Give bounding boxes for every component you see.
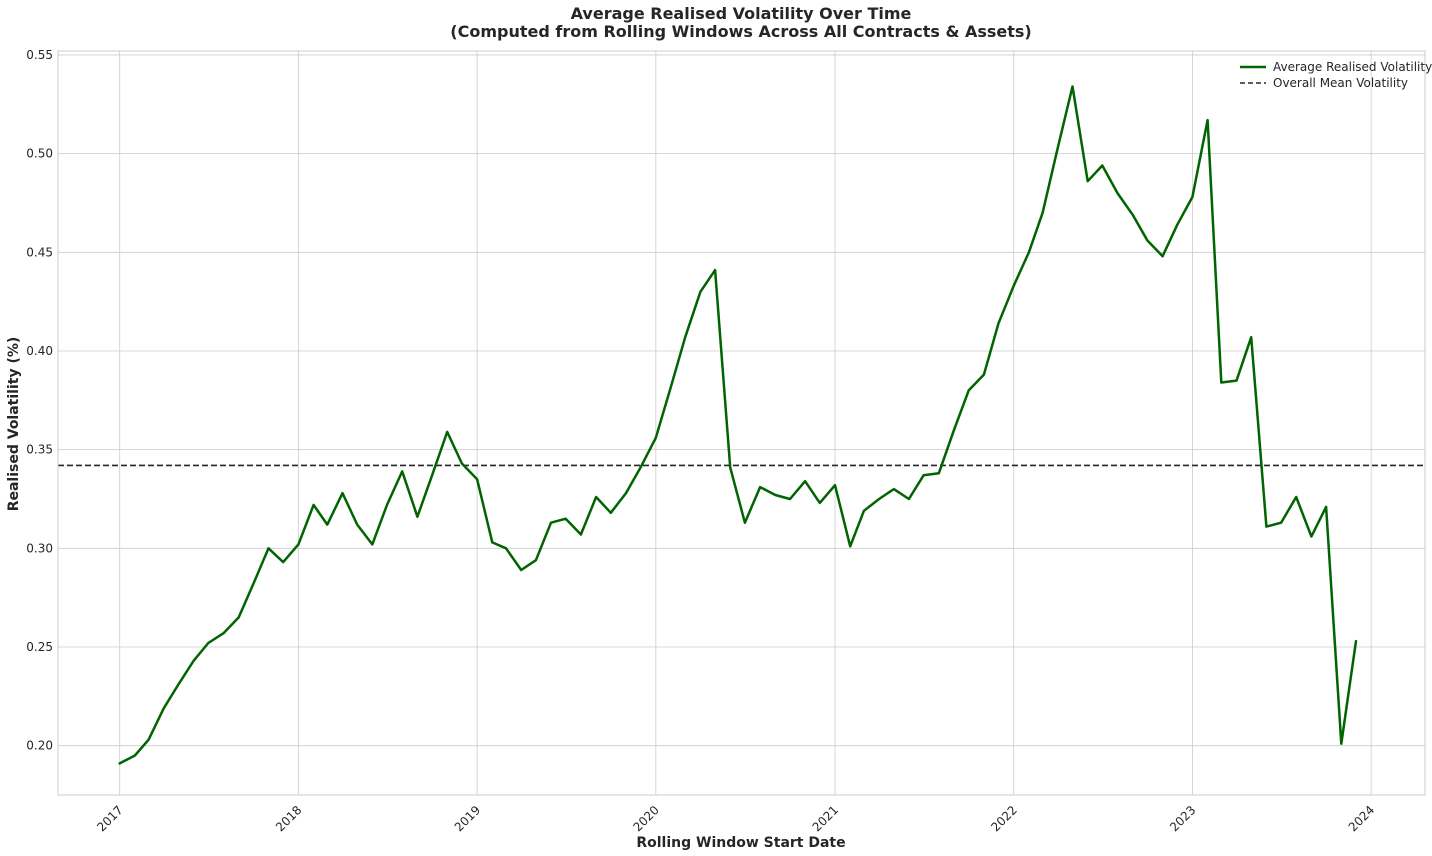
series-line-layer bbox=[118, 85, 1358, 765]
x-tick-label: 2021 bbox=[810, 803, 841, 834]
y-tick-label: 0.45 bbox=[26, 245, 53, 259]
legend: Average Realised Volatility Overall Mean… bbox=[1240, 60, 1432, 90]
grid-lines bbox=[58, 51, 1425, 795]
x-tick-label: 2019 bbox=[452, 803, 483, 834]
y-tick-label: 0.55 bbox=[26, 48, 53, 62]
x-tick-label: 2018 bbox=[273, 803, 304, 834]
x-tick-label: 2022 bbox=[988, 803, 1019, 834]
average-volatility-line bbox=[118, 85, 1358, 765]
x-tick-label: 2024 bbox=[1346, 803, 1377, 834]
x-tick-label: 2017 bbox=[94, 803, 125, 834]
x-tick-label: 2020 bbox=[630, 803, 661, 834]
legend-label-mean: Overall Mean Volatility bbox=[1273, 76, 1408, 90]
x-axis-label: Rolling Window Start Date bbox=[636, 835, 845, 851]
chart-subtitle: (Computed from Rolling Windows Across Al… bbox=[450, 22, 1031, 41]
y-tick-label: 0.25 bbox=[26, 640, 53, 654]
x-axis-ticks: 2017 2018 2019 2020 2021 2022 2023 2024 bbox=[94, 803, 1377, 834]
y-axis-ticks: 0.20 0.25 0.30 0.35 0.40 0.45 0.50 0.55 bbox=[26, 48, 53, 753]
y-tick-label: 0.30 bbox=[26, 541, 53, 555]
legend-label-series: Average Realised Volatility bbox=[1273, 60, 1432, 74]
y-tick-label: 0.50 bbox=[26, 147, 53, 161]
plot-frame bbox=[57, 50, 1426, 796]
y-tick-label: 0.20 bbox=[26, 739, 53, 753]
y-tick-label: 0.40 bbox=[26, 344, 53, 358]
x-tick-label: 2023 bbox=[1167, 803, 1198, 834]
chart-title: Average Realised Volatility Over Time bbox=[571, 4, 912, 23]
y-axis-label: Realised Volatility (%) bbox=[6, 337, 22, 512]
y-tick-label: 0.35 bbox=[26, 443, 53, 457]
